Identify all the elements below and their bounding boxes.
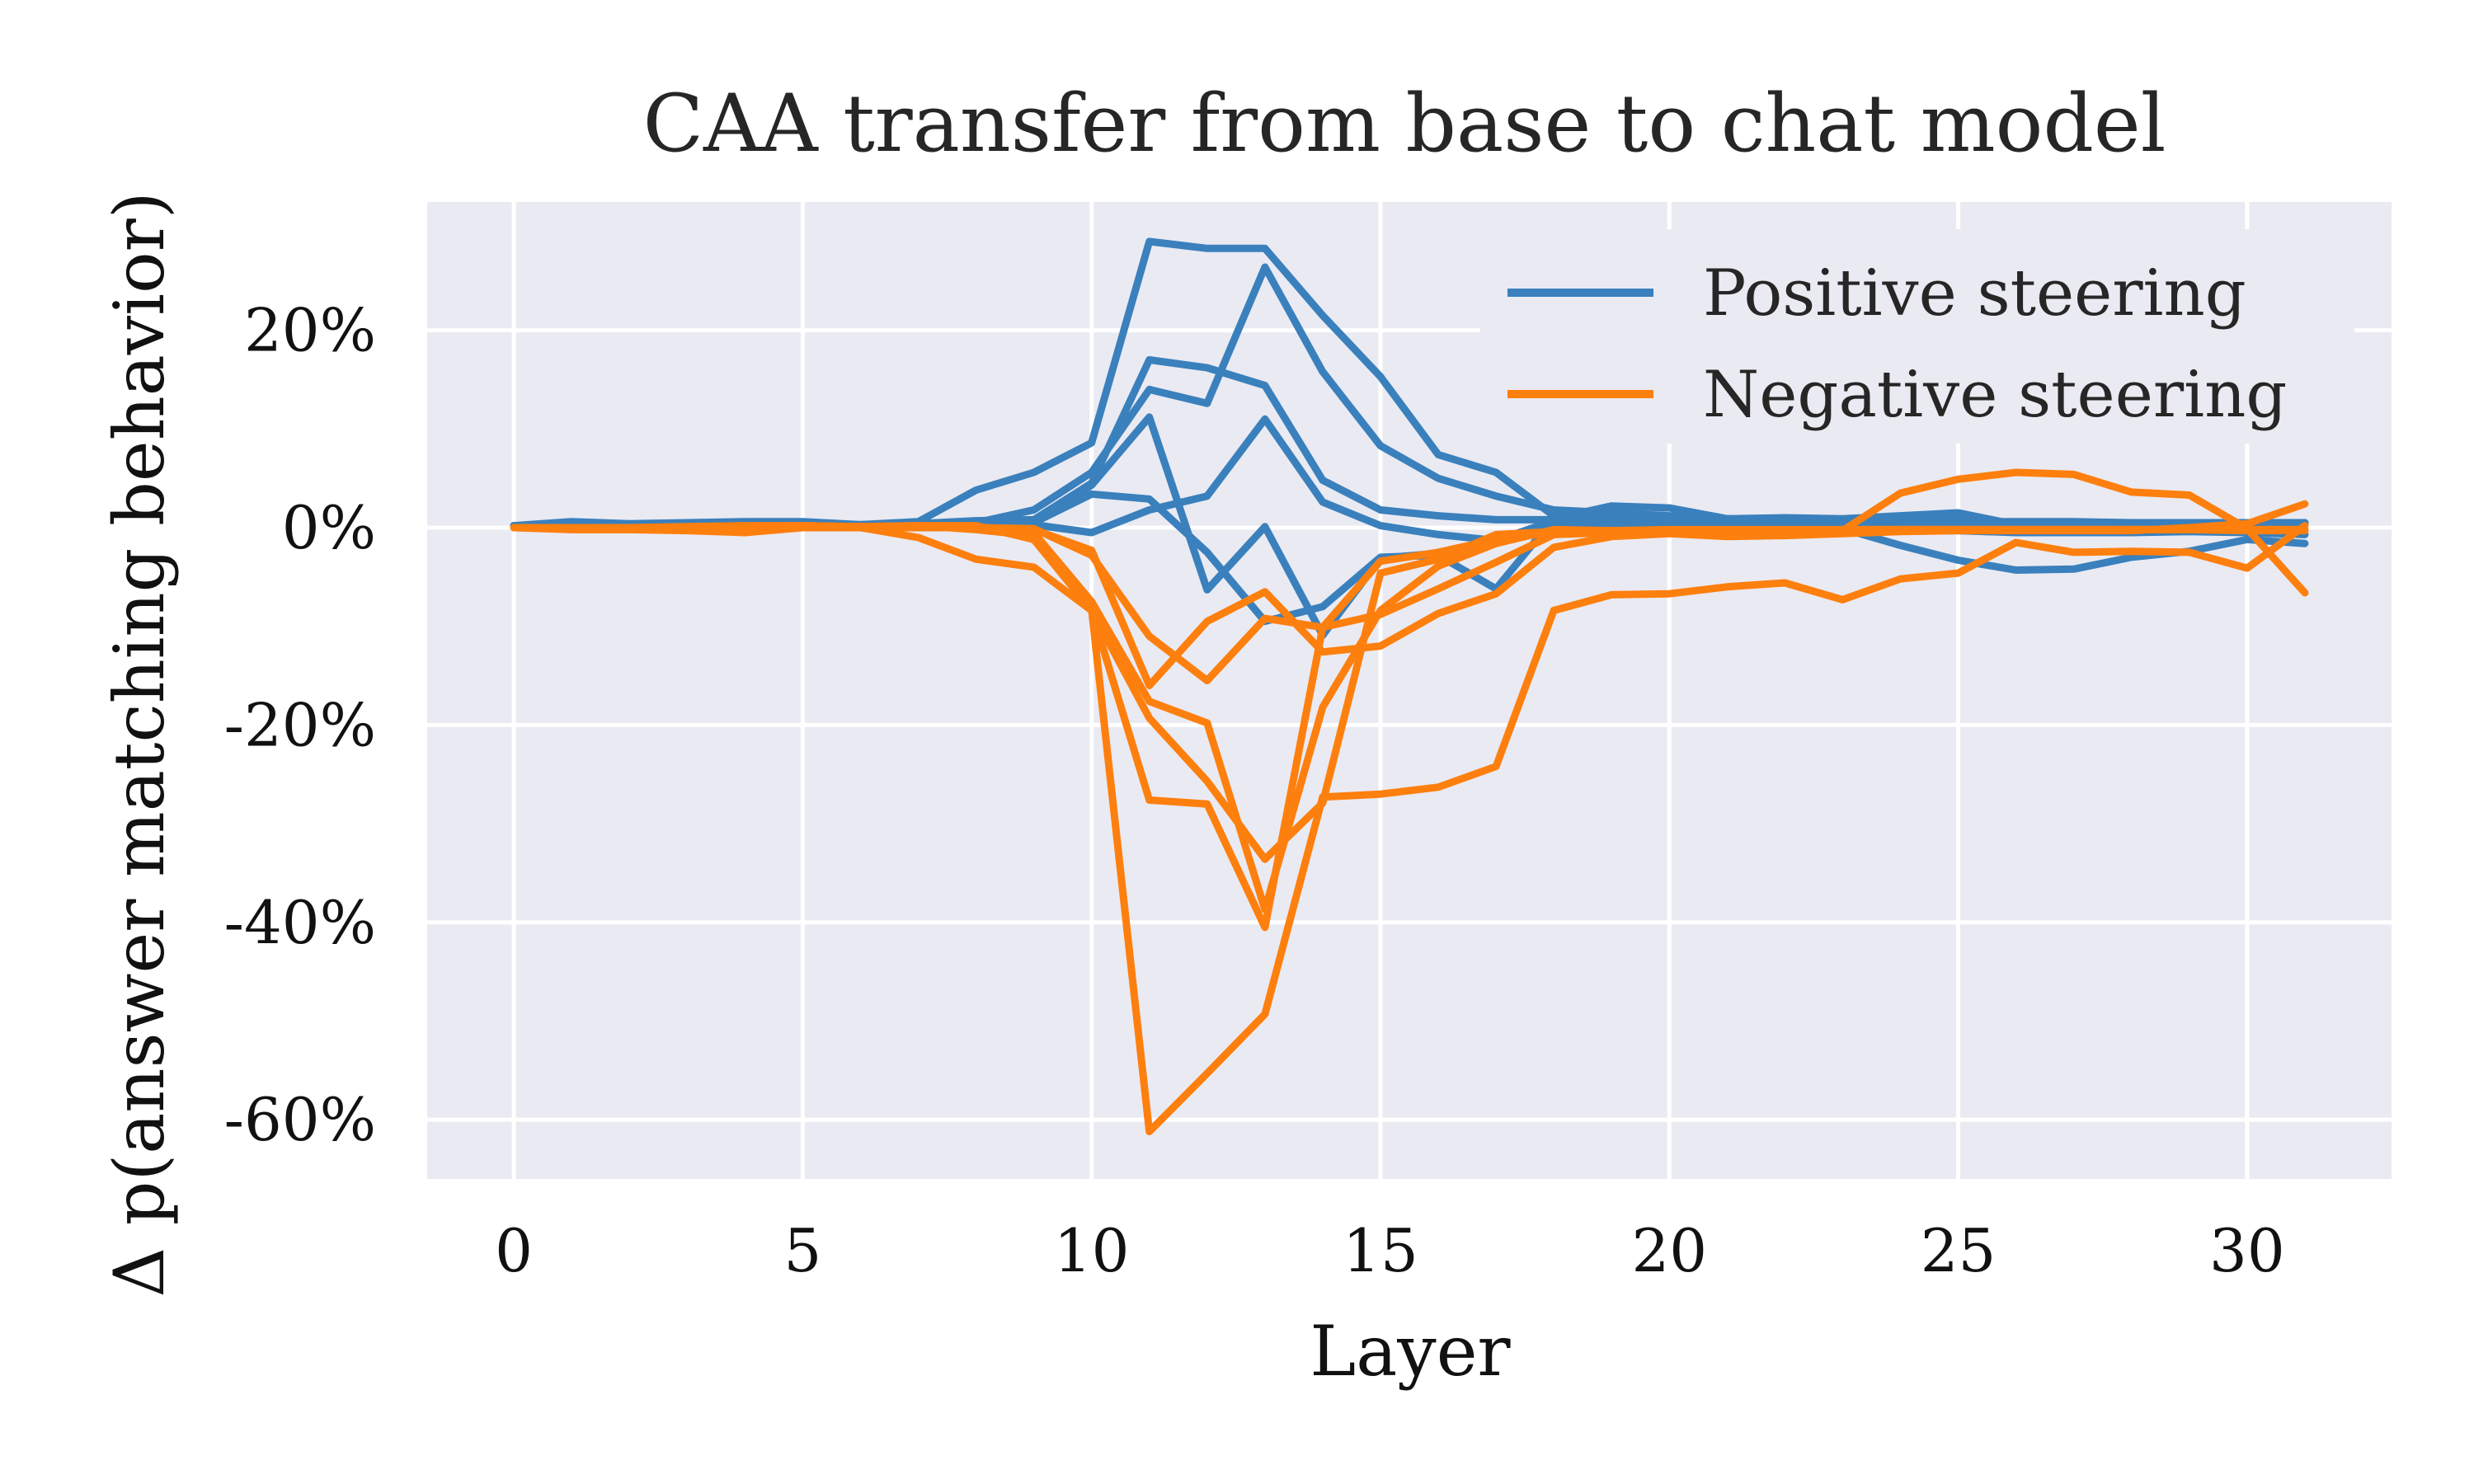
x-axis-label: Layer — [1310, 1311, 1511, 1392]
chart-title: CAA transfer from base to chat model — [643, 77, 2166, 170]
ticks: 0 5 10 15 20 25 30 20% 0% -20% -40% -60% — [224, 296, 2285, 1285]
y-tick-label: 0% — [282, 493, 376, 562]
x-tick-label: 0 — [495, 1216, 533, 1285]
x-tick-label: 5 — [783, 1216, 821, 1285]
y-tick-label: -60% — [224, 1085, 376, 1154]
x-tick-label: 25 — [1921, 1216, 1997, 1285]
series-line-negative-12 — [510, 523, 2309, 684]
legend: Positive steering Negative steering — [1480, 229, 2354, 444]
y-axis-label: Δ p(answer matching behavior) — [99, 191, 180, 1297]
x-tick-label: 30 — [2209, 1216, 2285, 1285]
x-tick-label: 20 — [1631, 1216, 1707, 1285]
x-tick-label: 10 — [1054, 1216, 1130, 1285]
series-lines — [510, 237, 2309, 1135]
x-tick-label: 15 — [1343, 1216, 1418, 1285]
y-tick-label: -40% — [224, 888, 376, 957]
y-tick-label: 20% — [244, 296, 376, 365]
legend-label-positive: Positive steering — [1703, 256, 2246, 331]
y-tick-label: -20% — [224, 690, 376, 759]
legend-label-negative: Negative steering — [1703, 358, 2287, 432]
legend-box — [1480, 229, 2354, 444]
